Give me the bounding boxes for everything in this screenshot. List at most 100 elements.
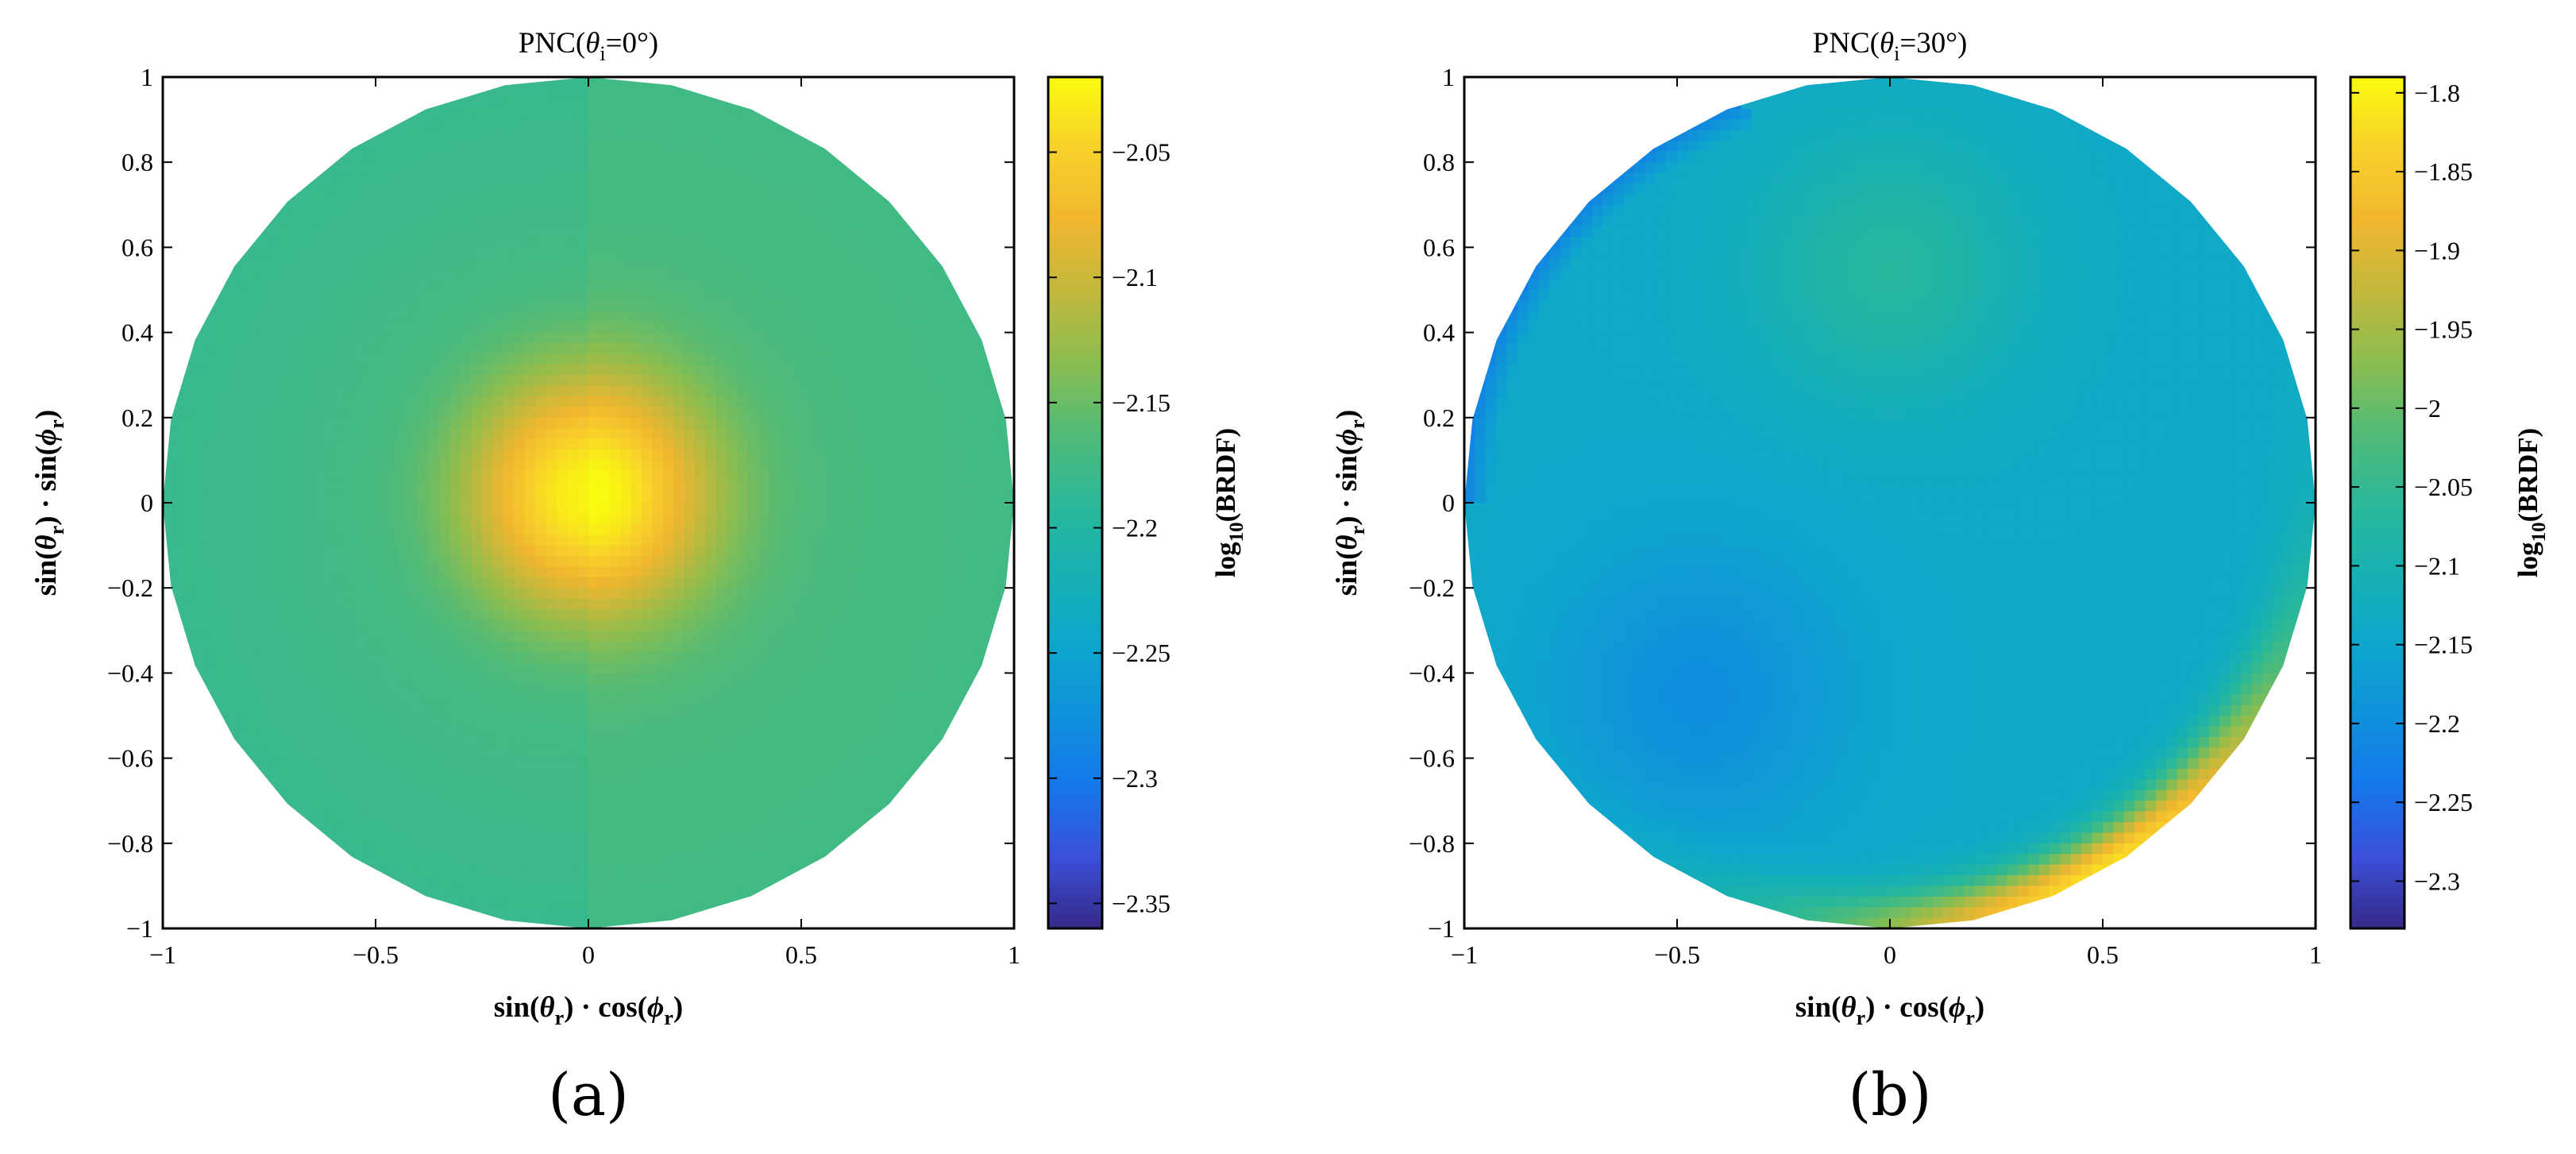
- panel-a-heat-cell: [875, 460, 887, 472]
- panel-a-heat-cell: [715, 353, 727, 365]
- panel-a-heat-cell: [546, 513, 557, 525]
- panel-a-heat-cell: [705, 300, 717, 312]
- panel-a-heat-cell: [269, 683, 281, 695]
- panel-a-heat-cell: [865, 438, 877, 450]
- panel-a-heat-cell: [737, 332, 749, 344]
- panel-a-heat-cell: [684, 545, 696, 557]
- panel-a-heat-cell: [609, 704, 621, 716]
- panel-a-heat-cell: [429, 779, 441, 791]
- panel-a-heat-cell: [418, 353, 430, 365]
- panel-a-heat-cell: [599, 438, 611, 450]
- panel-a-heat-cell: [737, 353, 749, 365]
- panel-a-heat-cell: [684, 428, 696, 440]
- panel-a-heat-cell: [780, 237, 792, 249]
- panel-a-heat-cell: [642, 875, 654, 887]
- panel-a-heat-cell: [769, 215, 781, 227]
- panel-a-heat-cell: [854, 641, 866, 653]
- panel-a-heat-cell: [652, 481, 664, 493]
- panel-a-heat-cell: [695, 523, 707, 535]
- panel-a-heat-cell: [854, 683, 866, 695]
- panel-a-heat-cell: [599, 77, 611, 89]
- panel-a-heat-cell: [822, 353, 834, 365]
- panel-a-heat-cell: [354, 523, 366, 535]
- panel-a-heat-cell: [737, 503, 749, 515]
- panel-a-heat-cell: [758, 619, 770, 631]
- panel-a-heat-cell: [705, 396, 717, 408]
- panel-a-heat-cell: [195, 460, 206, 472]
- panel-a-heat-cell: [535, 407, 547, 419]
- panel-a-heat-cell: [514, 226, 526, 237]
- panel-a-heat-cell: [482, 875, 494, 887]
- panel-a-heat-cell: [376, 492, 388, 504]
- panel-a-heat-cell: [695, 98, 707, 110]
- panel-a-heat-cell: [631, 886, 642, 897]
- panel-a-heat-cell: [269, 726, 281, 738]
- panel-a-heat-cell: [769, 843, 781, 855]
- panel-a-heat-cell: [195, 407, 206, 419]
- panel-a-heat-cell: [301, 215, 313, 227]
- panel-a-heat-cell: [822, 364, 834, 376]
- panel-a-heat-cell: [301, 343, 313, 355]
- panel-a-heat-cell: [343, 460, 355, 472]
- panel-a-heat-cell: [609, 907, 621, 919]
- panel-a-heat-cell: [662, 279, 674, 291]
- panel-a-heat-cell: [226, 716, 238, 728]
- panel-a-heat-cell: [195, 619, 206, 631]
- panel-a-heat-cell: [386, 172, 398, 184]
- panel-a-heat-cell: [758, 151, 770, 163]
- panel-a-heat-cell: [588, 194, 600, 206]
- panel-a-heat-cell: [386, 832, 398, 844]
- panel-a-heat-cell: [376, 726, 388, 738]
- panel-a-heat-cell: [673, 204, 685, 216]
- panel-a-heat-cell: [567, 801, 579, 812]
- panel-a-heat-cell: [471, 183, 483, 195]
- panel-a-heat-cell: [833, 450, 845, 461]
- panel-a-heat-cell: [258, 237, 270, 249]
- panel-a-heat-cell: [812, 758, 823, 770]
- panel-a-heat-cell: [854, 545, 866, 557]
- panel-a-heat-cell: [461, 843, 472, 855]
- panel-a-heat-cell: [918, 535, 930, 546]
- panel-a-heat-cell: [620, 343, 632, 355]
- panel-a-heat-cell: [822, 257, 834, 269]
- panel-a-heat-cell: [631, 673, 642, 685]
- panel-a-heat-cell: [652, 556, 664, 568]
- panel-a-heat-cell: [258, 566, 270, 578]
- panel-a-heat-cell: [609, 492, 621, 504]
- panel-a-heat-cell: [737, 119, 749, 131]
- panel-a-heat-cell: [780, 226, 792, 237]
- panel-a-heat-cell: [705, 545, 717, 557]
- panel-a-heat-cell: [514, 438, 526, 450]
- panel-a-heat-cell: [790, 183, 802, 195]
- panel-a-heat-cell: [812, 566, 823, 578]
- panel-a-heat-cell: [737, 630, 749, 642]
- panel-a-heat-cell: [620, 247, 632, 259]
- panel-a-heat-cell: [535, 417, 547, 429]
- panel-a-heat-cell: [737, 832, 749, 844]
- panel-a-heat-cell: [418, 854, 430, 866]
- panel-a-heat-cell: [812, 428, 823, 440]
- panel-a-heat-cell: [333, 470, 345, 482]
- panel-a-heat-cell: [599, 523, 611, 535]
- panel-a-heat-cell: [812, 322, 823, 334]
- panel-a-heat-cell: [588, 353, 600, 365]
- panel-a-heat-cell: [195, 343, 206, 355]
- panel-a-heat-cell: [684, 172, 696, 184]
- panel-a-heat-cell: [577, 279, 589, 291]
- panel-a-heat-cell: [886, 651, 898, 663]
- panel-a-heat-cell: [396, 588, 408, 600]
- panel-a-heat-cell: [439, 513, 451, 525]
- panel-a-heat-cell: [439, 875, 451, 887]
- panel-a-heat-cell: [588, 832, 600, 844]
- panel-a-heat-cell: [897, 417, 908, 429]
- panel-a-heat-cell: [652, 588, 664, 600]
- panel-a-heat-cell: [684, 535, 696, 546]
- panel-a-heat-cell: [364, 257, 376, 269]
- panel-a-heat-cell: [673, 322, 685, 334]
- panel-a-heat-cell: [843, 758, 855, 770]
- panel-a-heat-cell: [269, 470, 281, 482]
- panel-a-heat-cell: [407, 566, 419, 578]
- panel-a-heat-cell: [769, 641, 781, 653]
- panel-a-heat-cell: [822, 407, 834, 419]
- panel-a-heat-cell: [599, 588, 611, 600]
